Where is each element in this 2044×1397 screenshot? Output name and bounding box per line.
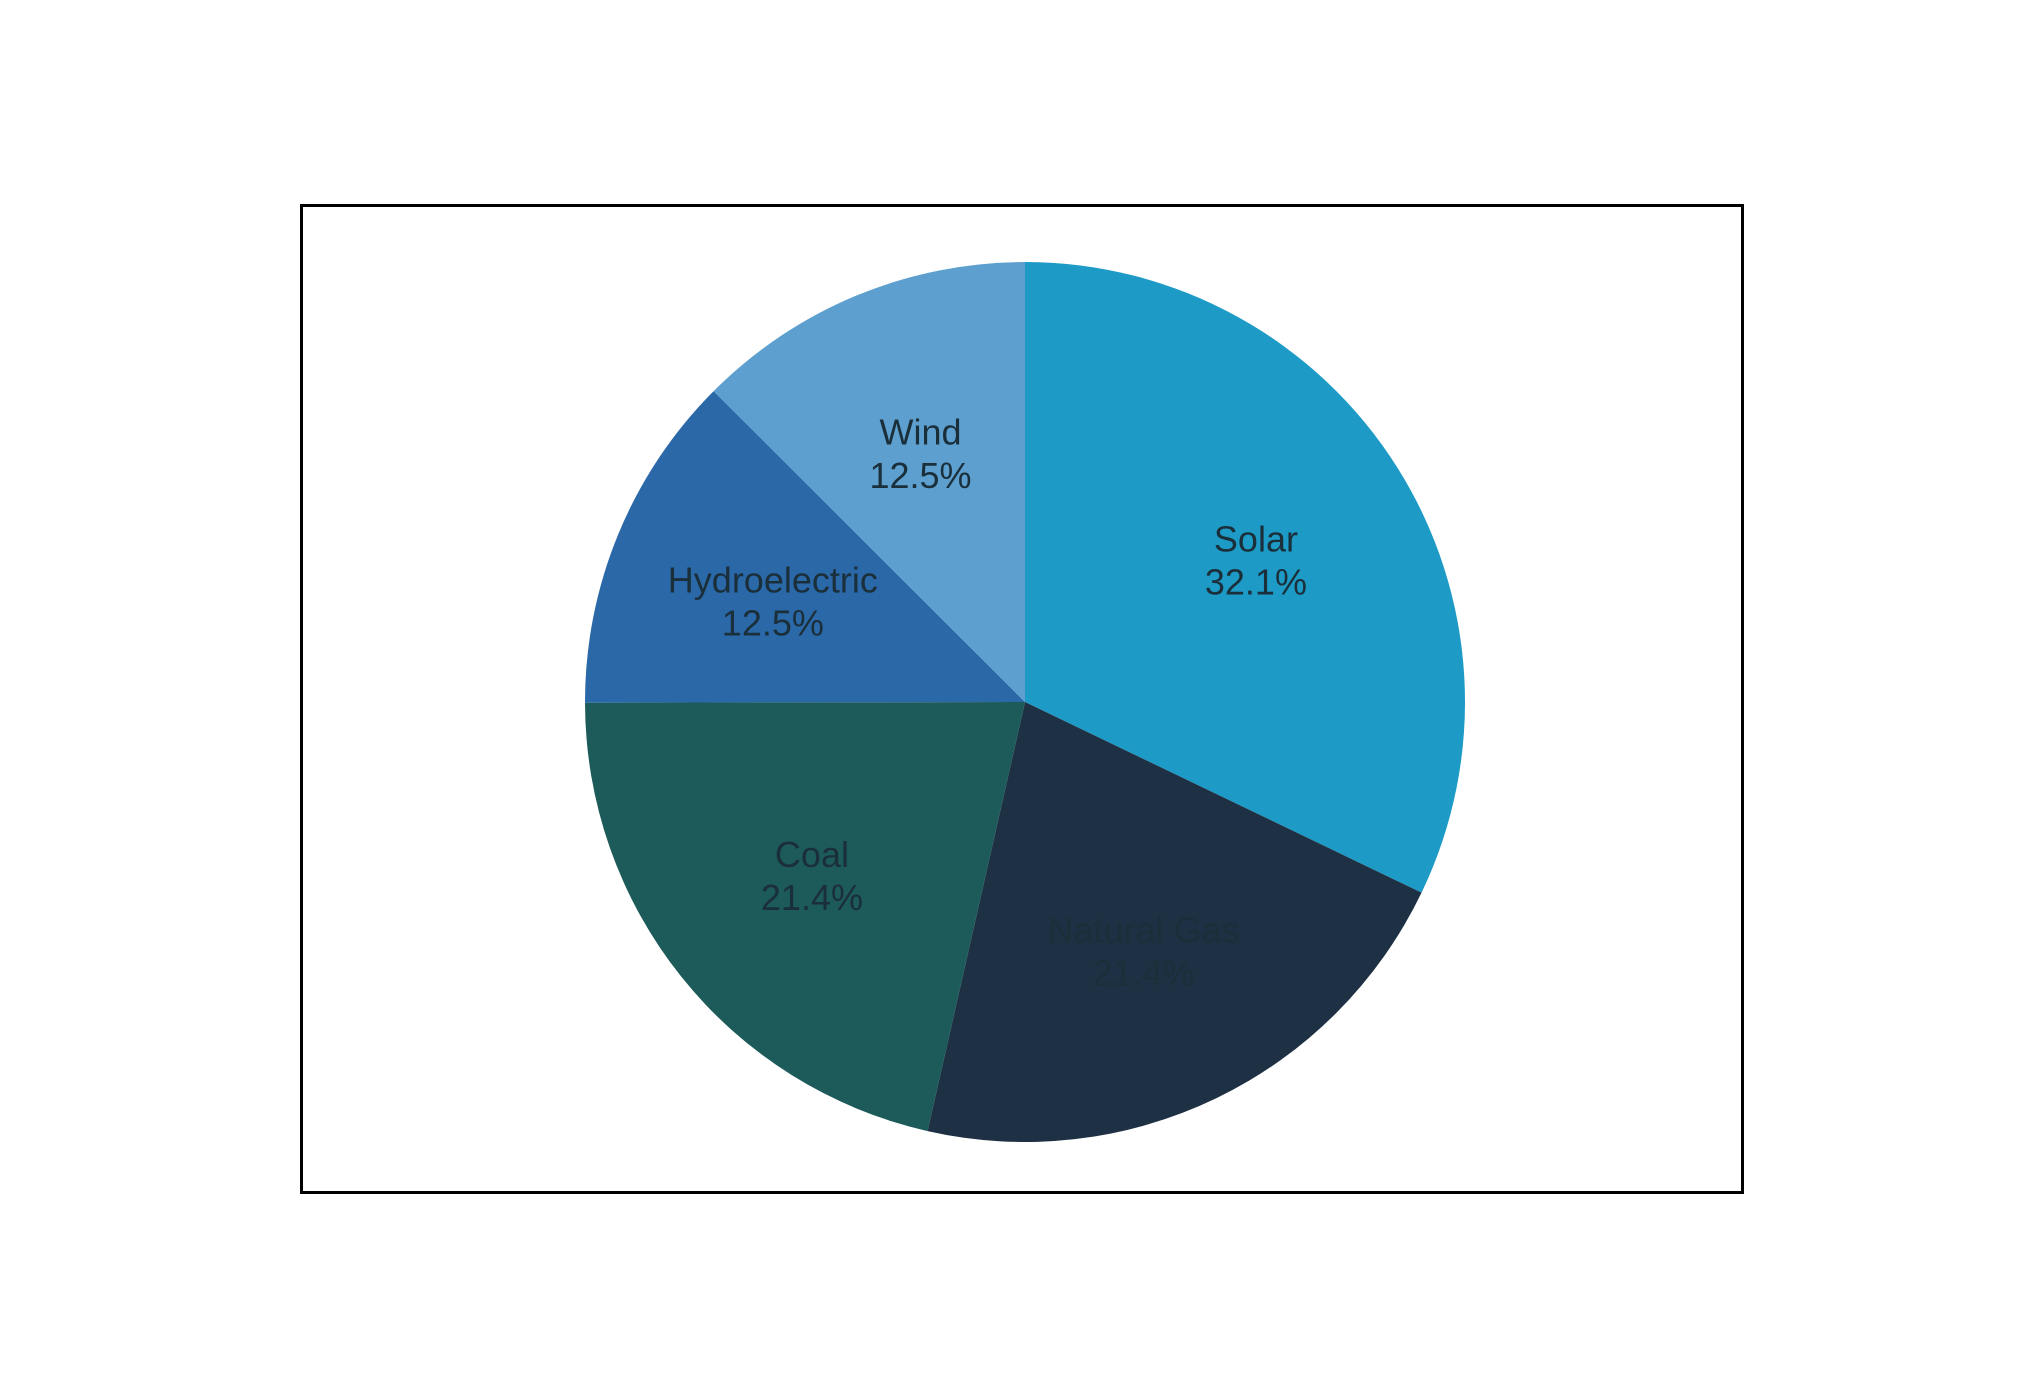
pie-chart-container: Solar32.1%Natural Gas21.4%Coal21.4%Hydro… — [300, 204, 1744, 1194]
pie-slice-label-percent: 12.5% — [722, 602, 824, 643]
pie-slice-label-name: Coal — [775, 833, 849, 874]
pie-slice-label-name: Solar — [1214, 518, 1298, 559]
pie-slice-label-percent: 21.4% — [1093, 952, 1195, 993]
pie-slice-label-name: Hydroelectric — [668, 559, 878, 600]
pie-slice-label-percent: 12.5% — [869, 454, 971, 495]
pie-chart-svg: Solar32.1%Natural Gas21.4%Coal21.4%Hydro… — [303, 207, 1747, 1197]
pie-slice-label-percent: 21.4% — [761, 877, 863, 918]
pie-slice-label-percent: 32.1% — [1205, 561, 1307, 602]
pie-slice-label-name: Natural Gas — [1048, 909, 1240, 950]
pie-slice-label-name: Wind — [879, 411, 961, 452]
